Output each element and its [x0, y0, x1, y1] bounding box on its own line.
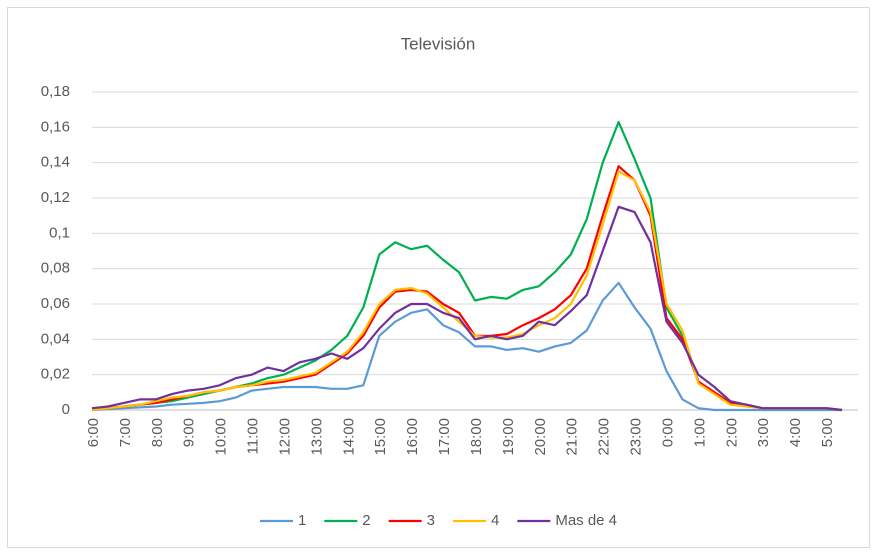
chart-title: Televisión — [401, 34, 476, 53]
x-tick-label: 2:00 — [723, 418, 740, 447]
x-tick-label: 23:00 — [628, 418, 645, 456]
x-tick-label: 15:00 — [372, 418, 389, 456]
x-tick-label: 12:00 — [276, 418, 293, 456]
x-tick-label: 7:00 — [117, 418, 134, 447]
y-tick-label: 0,06 — [41, 295, 70, 312]
x-tick-label: 19:00 — [500, 418, 517, 456]
legend-label: 4 — [491, 512, 499, 529]
legend-label: Mas de 4 — [555, 512, 617, 529]
x-tick-label: 8:00 — [149, 418, 166, 447]
series-line — [91, 281, 842, 412]
x-tick-label: 5:00 — [819, 418, 836, 447]
x-tick-label: 13:00 — [308, 418, 325, 456]
x-tick-label: 9:00 — [181, 418, 198, 447]
y-tick-label: 0,16 — [41, 118, 70, 135]
x-tick-label: 10:00 — [213, 418, 230, 456]
x-tick-label: 18:00 — [468, 418, 485, 456]
series-line — [91, 205, 843, 412]
y-tick-label: 0,08 — [41, 260, 70, 277]
y-tick-label: 0 — [62, 401, 70, 418]
x-tick-label: 4:00 — [787, 418, 804, 447]
x-tick-label: 14:00 — [340, 418, 357, 456]
x-tick-label: 0:00 — [659, 418, 676, 447]
x-tick-label: 11:00 — [245, 418, 262, 454]
x-tick-label: 1:00 — [691, 418, 708, 447]
y-tick-label: 0,14 — [41, 154, 70, 171]
y-tick-label: 0,02 — [41, 366, 70, 383]
y-tick-label: 0,04 — [41, 330, 70, 347]
x-tick-label: 3:00 — [755, 418, 772, 447]
y-tick-label: 0,12 — [41, 189, 70, 206]
x-tick-label: 22:00 — [596, 418, 613, 456]
y-tick-label: 0,18 — [41, 83, 70, 100]
y-tick-label: 0,1 — [49, 224, 70, 241]
legend-label: 2 — [362, 512, 370, 529]
x-tick-label: 17:00 — [436, 418, 453, 456]
x-tick-label: 20:00 — [532, 418, 549, 456]
x-tick-label: 16:00 — [404, 418, 421, 456]
chart-frame — [7, 7, 870, 548]
legend-label: 1 — [298, 512, 306, 529]
x-tick-label: 6:00 — [85, 418, 102, 447]
x-tick-label: 21:00 — [564, 418, 581, 456]
legend-label: 3 — [427, 512, 435, 529]
